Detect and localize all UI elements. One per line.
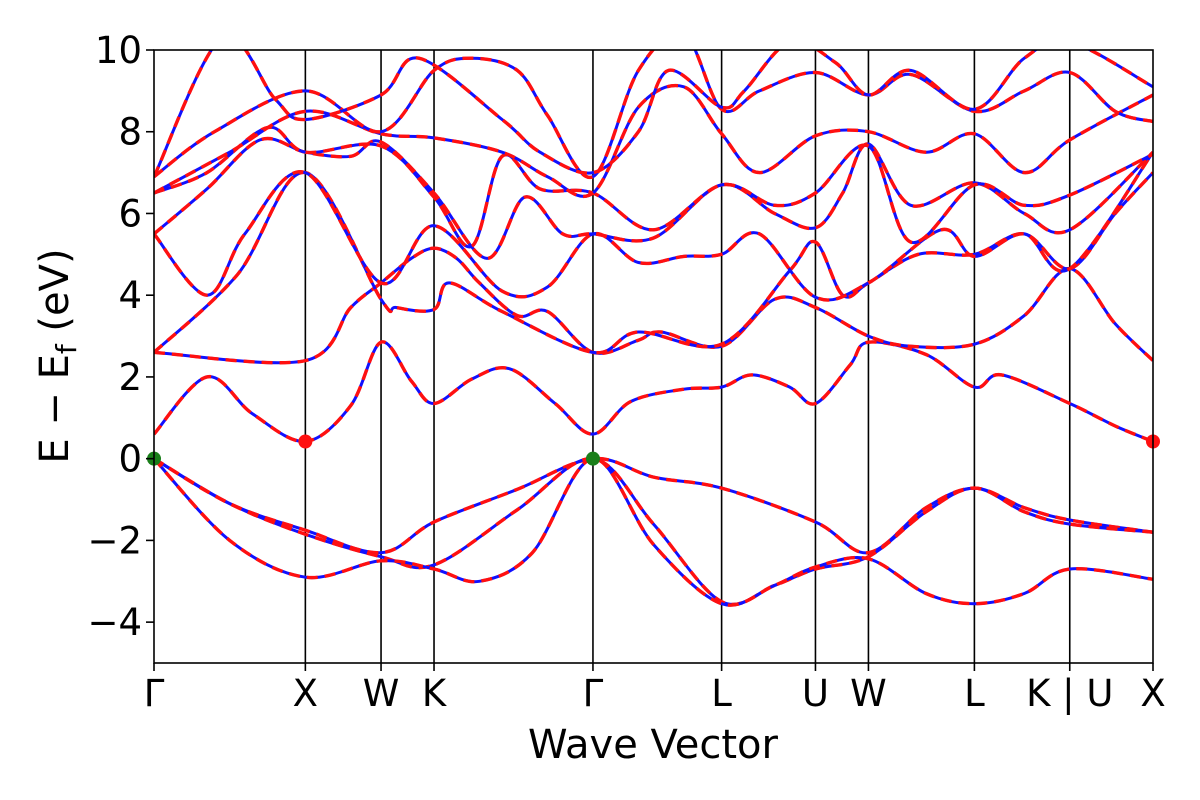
band-line-solid	[154, 246, 1153, 365]
band-line-dashed	[154, 456, 1153, 555]
y-tick-label: 2	[118, 356, 142, 399]
x-tick-label: K	[422, 672, 448, 715]
band-line-solid	[154, 457, 1153, 606]
y-axis-label-main: E − E	[32, 354, 78, 464]
y-axis-label-subscript: f	[50, 343, 83, 354]
band-line-dashed	[154, 83, 1153, 198]
high-symmetry-lines	[304, 50, 1071, 663]
band-line-dashed	[154, 246, 1153, 365]
band-line-solid	[154, 340, 1153, 444]
y-tick-label: 4	[118, 274, 142, 317]
plot-frame	[153, 49, 1154, 664]
y-axis-ticks: −4 −2 0 2 4 6 8 10	[87, 29, 154, 644]
y-axis-label: E − Ef (eV)	[32, 248, 83, 463]
band-lines	[154, 50, 1153, 607]
band-line-dashed	[154, 456, 1153, 607]
extrema-markers	[147, 434, 1160, 466]
band-line-dashed	[154, 125, 1153, 249]
x-tick-label: U	[802, 672, 829, 715]
x-tick-label: W	[850, 672, 887, 715]
y-tick-label: 6	[118, 192, 142, 235]
y-tick-label: −2	[87, 519, 142, 562]
x-tick-label: L	[964, 672, 985, 715]
x-tick-label: L	[711, 672, 732, 715]
band-line-solid	[154, 151, 1153, 302]
x-tick-label: Γ	[583, 672, 604, 715]
y-axis-label-unit: (eV)	[32, 248, 78, 344]
y-tick-label: −4	[87, 601, 142, 644]
band-line-dashed	[154, 50, 1153, 178]
y-tick-label: 0	[118, 438, 142, 481]
x-tick-label: W	[363, 672, 400, 715]
y-tick-label: 10	[95, 29, 142, 72]
band-line-dashed	[154, 340, 1153, 444]
band-line-solid	[154, 457, 1153, 607]
y-tick-label: 8	[118, 111, 142, 154]
band-line-dashed	[154, 151, 1153, 302]
band-line-dashed	[154, 456, 1153, 607]
band-line-dashed	[154, 136, 1153, 261]
x-axis-label: Wave Vector	[528, 722, 779, 768]
x-tick-label: X	[293, 672, 318, 715]
x-tick-label: K | U	[1026, 672, 1113, 715]
vbm-marker	[585, 451, 600, 466]
x-tick-label: X	[1140, 672, 1165, 715]
band-line-dashed	[154, 50, 1153, 179]
cbm-marker	[298, 434, 313, 449]
band-line-solid	[154, 457, 1153, 555]
x-tick-label: Γ	[144, 672, 165, 715]
